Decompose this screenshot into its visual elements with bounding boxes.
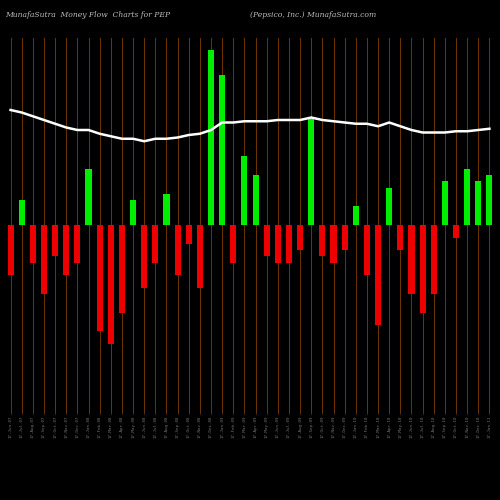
Bar (453, 225, 459, 237)
Bar (186, 225, 192, 244)
Bar (420, 225, 426, 312)
Bar (442, 181, 448, 225)
Bar (174, 225, 180, 275)
Bar (430, 225, 437, 294)
Bar (63, 225, 70, 275)
Bar (375, 225, 381, 325)
Bar (286, 225, 292, 262)
Bar (130, 200, 136, 225)
Bar (208, 50, 214, 225)
Bar (308, 118, 314, 225)
Bar (52, 225, 58, 256)
Bar (242, 156, 248, 225)
Bar (275, 225, 281, 262)
Bar (330, 225, 336, 262)
Bar (352, 206, 359, 225)
Bar (486, 175, 492, 225)
Bar (408, 225, 414, 294)
Bar (119, 225, 125, 312)
Bar (230, 225, 236, 262)
Bar (108, 225, 114, 344)
Bar (96, 225, 102, 331)
Bar (30, 225, 36, 262)
Bar (264, 225, 270, 256)
Bar (197, 225, 203, 288)
Bar (219, 75, 225, 225)
Bar (252, 175, 258, 225)
Bar (297, 225, 303, 250)
Bar (141, 225, 148, 288)
Bar (398, 225, 404, 250)
Bar (464, 169, 470, 225)
Bar (320, 225, 326, 256)
Bar (8, 225, 14, 275)
Bar (164, 194, 170, 225)
Text: (Pepsico, Inc.) MunafaSutra.com: (Pepsico, Inc.) MunafaSutra.com (250, 11, 376, 19)
Bar (364, 225, 370, 275)
Text: MunafaSutra  Money Flow  Charts for PEP: MunafaSutra Money Flow Charts for PEP (5, 11, 170, 19)
Bar (74, 225, 80, 262)
Bar (86, 169, 91, 225)
Bar (475, 181, 482, 225)
Bar (18, 200, 25, 225)
Bar (342, 225, 347, 250)
Bar (386, 188, 392, 225)
Bar (152, 225, 158, 262)
Bar (41, 225, 47, 294)
